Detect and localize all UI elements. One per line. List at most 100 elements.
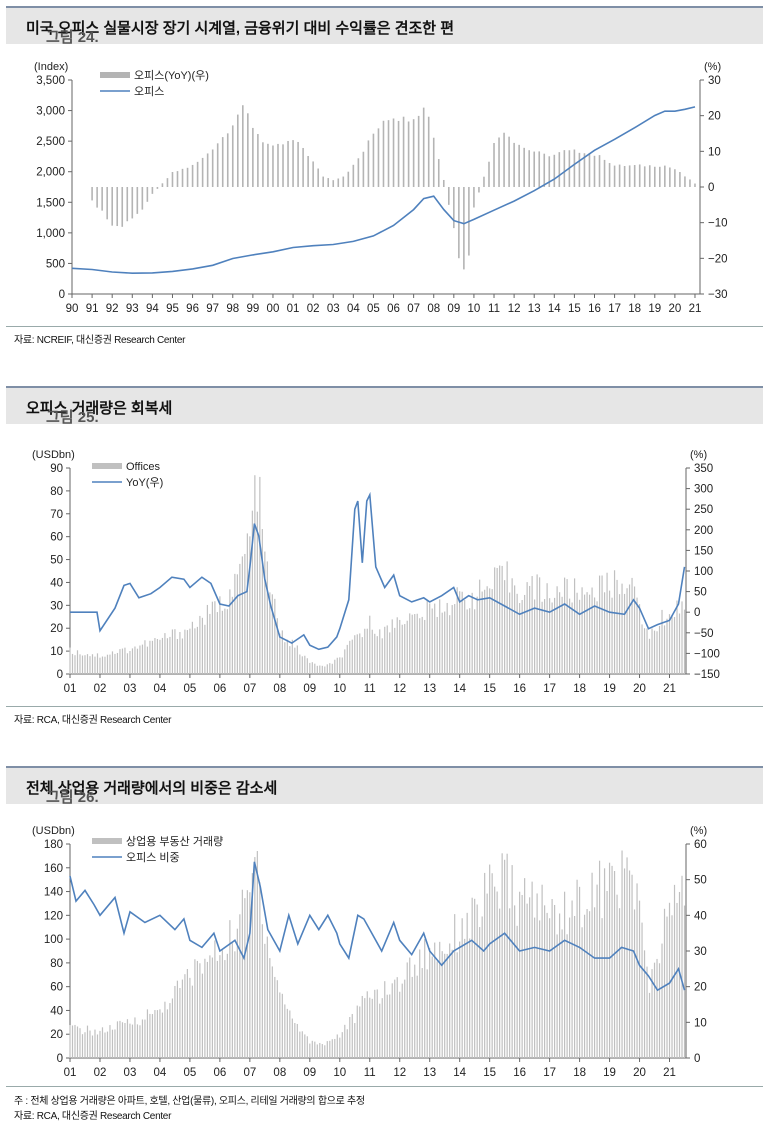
bar [382, 120, 385, 187]
right-tick-label: 0 [694, 607, 700, 619]
x-tick-label: 11 [364, 683, 376, 695]
bar [374, 989, 376, 1058]
bar [89, 1030, 91, 1058]
bar [684, 176, 686, 187]
bar [414, 614, 416, 674]
bar [101, 187, 103, 211]
bar [531, 576, 533, 674]
bar [491, 589, 493, 674]
bar [229, 589, 231, 674]
left-unit-label: (USDbn) [32, 825, 75, 837]
bar [563, 577, 566, 674]
bar [543, 153, 546, 187]
figure-26-header: 그림 26. 전체 상업용 거래량에서의 비중은 감소세 [6, 766, 763, 806]
bar [636, 597, 638, 674]
left-tick-label: 50 [50, 555, 63, 567]
bar [618, 594, 621, 674]
bar [389, 632, 391, 674]
bar [646, 966, 648, 1058]
bar [513, 142, 515, 187]
bar [498, 137, 500, 187]
x-tick-label: 14 [453, 683, 466, 695]
bar [339, 657, 341, 674]
x-tick-label: 10 [333, 1067, 346, 1079]
bar [411, 976, 413, 1058]
right-tick-label: −30 [708, 289, 728, 301]
bar [186, 969, 189, 1058]
bar [154, 1010, 156, 1058]
bar [407, 121, 410, 187]
bar [401, 624, 403, 674]
bar [164, 1001, 166, 1058]
bar [109, 1025, 111, 1058]
bar [244, 553, 246, 674]
bar [71, 653, 74, 674]
bar [616, 579, 618, 674]
left-tick-label: 120 [44, 910, 63, 922]
bar [351, 1013, 353, 1058]
bar [421, 616, 423, 674]
bar [558, 152, 561, 187]
bar [346, 1029, 348, 1058]
bar [139, 645, 141, 674]
bar [653, 630, 656, 674]
bar [214, 940, 216, 1058]
bar [436, 961, 438, 1058]
bar [109, 654, 111, 674]
bar [282, 144, 284, 187]
bar [674, 169, 676, 187]
x-tick-label: 02 [94, 1067, 107, 1079]
bar [319, 665, 321, 674]
bar [414, 964, 416, 1058]
bar [596, 884, 598, 1058]
bar [506, 561, 508, 674]
bar [334, 659, 336, 674]
bar [521, 599, 523, 674]
x-tick-label: 18 [628, 303, 641, 315]
x-tick-label: 02 [307, 303, 320, 315]
bar [201, 157, 204, 187]
bar [431, 608, 433, 674]
left-tick-label: 1,500 [36, 197, 65, 209]
bar [437, 159, 440, 187]
bar [257, 134, 259, 187]
bar [499, 565, 501, 674]
bar [81, 655, 84, 674]
bar [611, 597, 613, 674]
bar [479, 927, 481, 1058]
bar [319, 1042, 321, 1058]
bar [489, 588, 491, 674]
bar [241, 556, 243, 674]
bar [676, 600, 678, 674]
bar [432, 137, 435, 187]
bar [342, 176, 345, 187]
bar [668, 902, 671, 1058]
bar [131, 648, 134, 674]
bar [417, 115, 420, 187]
bar [598, 155, 601, 187]
bar [231, 596, 233, 674]
bar [244, 898, 246, 1058]
bar [299, 654, 301, 674]
bar [236, 114, 239, 187]
bar [256, 511, 258, 674]
bar [267, 143, 269, 187]
x-tick-label: 08 [273, 683, 286, 695]
left-tick-label: 140 [44, 887, 63, 899]
bar [256, 851, 258, 1058]
bar [436, 616, 438, 674]
bar [586, 592, 588, 674]
bar [581, 927, 583, 1058]
bar [184, 629, 186, 674]
bar [116, 652, 119, 674]
x-tick-label: 99 [246, 303, 259, 315]
bar [309, 662, 311, 674]
right-tick-label: 50 [694, 875, 707, 887]
x-tick-label: 13 [423, 1067, 436, 1079]
x-tick-label: 04 [154, 683, 167, 695]
left-tick-label: 80 [50, 958, 63, 970]
bar [494, 886, 496, 1058]
bar [444, 953, 446, 1058]
bar [161, 637, 164, 674]
bar [464, 938, 466, 1058]
